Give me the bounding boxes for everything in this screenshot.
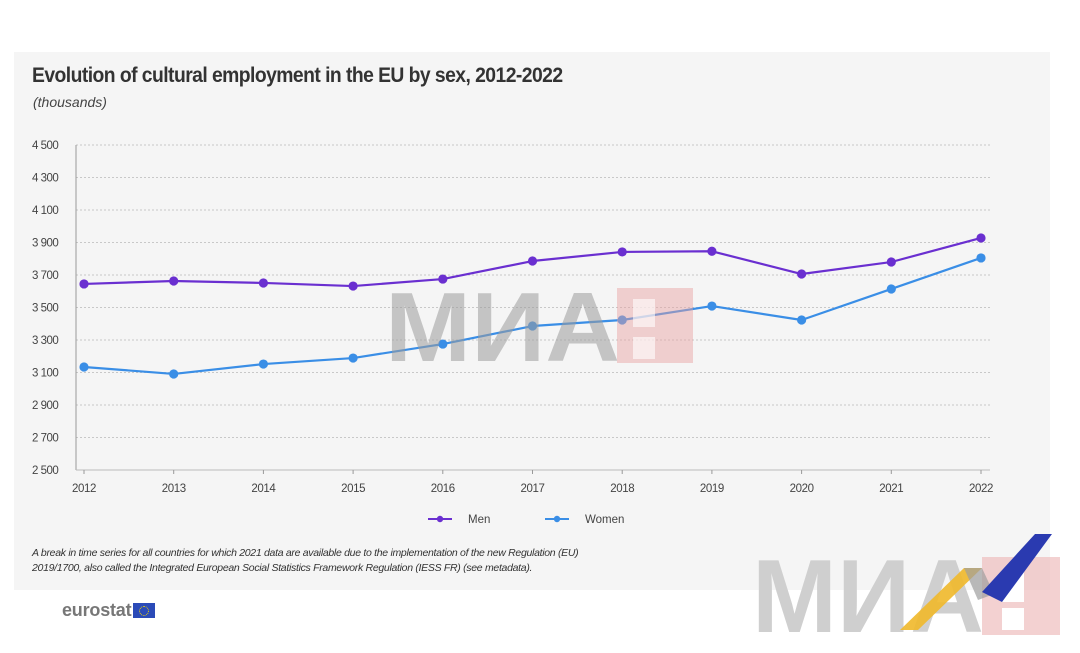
chart-panel	[14, 52, 1050, 590]
data-point[interactable]	[438, 339, 448, 349]
watermark-center: МИА	[385, 285, 693, 365]
y-tick-label: 3 100	[32, 368, 58, 380]
x-tick-label: 2021	[879, 483, 903, 495]
legend-label: Women	[585, 514, 624, 526]
data-point[interactable]	[527, 256, 538, 266]
eurostat-logo: eurostat	[62, 600, 156, 621]
y-tick-label: 4 500	[32, 140, 58, 152]
y-tick-label: 3 500	[32, 303, 58, 315]
y-tick-label: 2 500	[32, 465, 58, 477]
data-point[interactable]	[79, 362, 89, 372]
y-tick-label: 3 900	[32, 238, 58, 250]
x-tick-label: 2019	[700, 483, 724, 495]
data-point[interactable]	[348, 281, 358, 291]
y-tick-label: 3 300	[32, 335, 58, 347]
legend-marker-icon	[436, 515, 444, 523]
data-point[interactable]	[258, 278, 268, 288]
data-point[interactable]	[617, 315, 627, 325]
data-point[interactable]	[169, 369, 179, 379]
x-tick-label: 2014	[251, 483, 276, 495]
eurostat-logo-text: eurostat	[62, 600, 132, 620]
x-tick-label: 2012	[72, 483, 96, 495]
x-tick-label: 2015	[341, 483, 365, 495]
x-tick-label: 2022	[969, 483, 993, 495]
legend-marker-icon	[553, 515, 561, 523]
y-axis-ticks: 2 500 2 700 2 900 3 100 3 300 3 500 3 700 3 900…	[32, 140, 59, 477]
chart-title: Evolution of cultural employment in the …	[32, 64, 563, 87]
legend-item-men[interactable]: Men	[428, 514, 490, 526]
y-tick-label: 2 900	[32, 400, 58, 412]
y-tick-label: 3 700	[32, 270, 58, 282]
chart-subtitle: (thousands)	[33, 94, 107, 110]
data-point[interactable]	[438, 274, 448, 284]
series-women	[79, 253, 986, 379]
data-point[interactable]	[707, 246, 717, 256]
series-group	[79, 233, 986, 379]
data-point[interactable]	[617, 247, 627, 257]
footnote-line-1: A break in time series for all countries…	[32, 547, 579, 559]
data-point[interactable]	[976, 233, 986, 243]
eu-flag-icon	[133, 603, 156, 618]
data-point[interactable]	[79, 279, 89, 289]
data-point[interactable]	[527, 321, 538, 331]
data-point[interactable]	[169, 276, 179, 286]
data-point[interactable]	[258, 359, 268, 369]
watermark-text: МИА	[385, 285, 620, 365]
data-point[interactable]	[797, 315, 807, 325]
legend-label: Men	[468, 514, 490, 526]
y-tick-label: 2 700	[32, 433, 58, 445]
x-tick-label: 2018	[610, 483, 634, 495]
data-point[interactable]	[976, 253, 986, 263]
footnote: A break in time series for all countries…	[32, 546, 592, 576]
data-point[interactable]	[797, 269, 807, 279]
footnote-line-2: 2019/1700, also called the Integrated Eu…	[32, 562, 533, 574]
y-tick-label: 4 300	[32, 173, 58, 185]
data-point[interactable]	[886, 257, 896, 267]
series-men	[79, 233, 986, 291]
x-tick-label: 2017	[521, 483, 545, 495]
mia-logo-icon: МИА	[752, 534, 1060, 650]
x-tick-label: 2016	[431, 483, 455, 495]
data-point[interactable]	[348, 353, 358, 363]
data-point[interactable]	[886, 284, 896, 294]
legend: Men Women	[428, 514, 624, 526]
data-point[interactable]	[707, 301, 717, 311]
y-tick-label: 4 100	[32, 205, 58, 217]
x-tick-label: 2020	[790, 483, 814, 495]
x-axis-ticks: 2012 2013 2014 2015 2016 2017 2018 2019 2020 2021…	[72, 470, 993, 495]
legend-item-women[interactable]: Women	[545, 514, 624, 526]
x-tick-label: 2013	[162, 483, 186, 495]
